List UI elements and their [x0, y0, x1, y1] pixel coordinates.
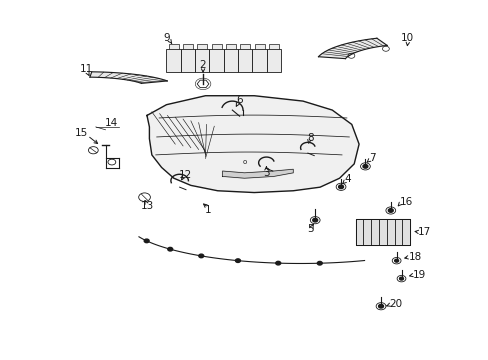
- Circle shape: [378, 305, 383, 308]
- Bar: [168, 44, 178, 49]
- Circle shape: [312, 219, 317, 222]
- Circle shape: [399, 277, 403, 280]
- Polygon shape: [147, 96, 358, 193]
- Text: 4: 4: [344, 174, 350, 184]
- Text: 2: 2: [199, 60, 206, 70]
- Text: 9: 9: [163, 33, 169, 43]
- Text: 11: 11: [79, 64, 92, 74]
- Bar: [209, 49, 224, 72]
- Text: 5: 5: [306, 225, 313, 234]
- Text: 12: 12: [178, 170, 191, 180]
- Text: 16: 16: [399, 197, 412, 207]
- Text: o: o: [242, 159, 246, 165]
- Text: 1: 1: [204, 206, 211, 216]
- Polygon shape: [222, 169, 293, 178]
- Bar: [224, 49, 238, 72]
- Bar: [252, 49, 266, 72]
- Bar: [195, 49, 209, 72]
- Text: 8: 8: [306, 133, 313, 143]
- Text: 17: 17: [417, 227, 430, 237]
- Polygon shape: [90, 72, 167, 84]
- Circle shape: [338, 185, 343, 189]
- Bar: [238, 49, 252, 72]
- Polygon shape: [355, 220, 409, 245]
- Bar: [166, 49, 181, 72]
- Bar: [254, 44, 264, 49]
- Circle shape: [235, 259, 240, 262]
- Bar: [183, 44, 193, 49]
- Bar: [240, 44, 250, 49]
- Text: 3: 3: [263, 168, 269, 178]
- Bar: [225, 44, 236, 49]
- Text: 19: 19: [411, 270, 425, 280]
- Circle shape: [167, 247, 172, 251]
- Text: 13: 13: [140, 201, 153, 211]
- Text: 15: 15: [74, 129, 87, 138]
- Circle shape: [394, 259, 398, 262]
- Circle shape: [387, 209, 392, 212]
- Bar: [211, 44, 221, 49]
- Text: 6: 6: [236, 95, 243, 105]
- Text: 20: 20: [388, 299, 402, 309]
- Circle shape: [275, 261, 280, 265]
- Text: 18: 18: [407, 252, 421, 262]
- Circle shape: [317, 261, 322, 265]
- Polygon shape: [318, 38, 386, 59]
- Text: 10: 10: [401, 33, 413, 43]
- Circle shape: [199, 254, 203, 258]
- Bar: [268, 44, 278, 49]
- Bar: [266, 49, 281, 72]
- Bar: [181, 49, 195, 72]
- Bar: [197, 44, 207, 49]
- Text: 14: 14: [105, 118, 118, 128]
- Circle shape: [362, 165, 367, 168]
- Circle shape: [144, 239, 149, 243]
- Text: 7: 7: [368, 153, 375, 163]
